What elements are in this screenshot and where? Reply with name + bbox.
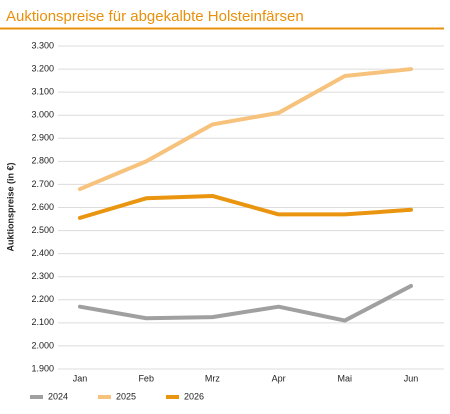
- legend-label: 2024: [48, 391, 68, 401]
- y-tick-label: 2.200: [31, 294, 54, 304]
- y-tick-label: 3.000: [31, 110, 54, 120]
- chart-title: Auktionspreise für abgekalbte Holsteinfä…: [6, 8, 304, 25]
- series-line: [78, 193, 413, 220]
- y-tick-label: 2.900: [31, 133, 54, 143]
- x-tick-label: Feb: [138, 373, 154, 383]
- x-tick-label: Mrz: [205, 373, 220, 383]
- legend-label: 2025: [116, 391, 136, 401]
- y-tick-label: 2.300: [31, 271, 54, 281]
- legend-label: 2026: [184, 391, 204, 401]
- y-tick-label: 3.300: [31, 40, 54, 50]
- series-line: [78, 283, 413, 323]
- y-tick-label: 2.100: [31, 317, 54, 327]
- y-tick-label: 2.600: [31, 202, 54, 212]
- y-tick-label: 2.700: [31, 179, 54, 189]
- x-tick-label: Jun: [404, 373, 419, 383]
- y-tick-label: 2.000: [31, 340, 54, 350]
- y-tick-label: 3.200: [31, 63, 54, 73]
- y-tick-label: 2.800: [31, 156, 54, 166]
- x-tick-label: Apr: [272, 373, 286, 383]
- y-tick-label: 1.900: [31, 363, 54, 373]
- x-tick-label: Mai: [338, 373, 353, 383]
- y-tick-label: 3.100: [31, 87, 54, 97]
- x-tick-label: Jan: [73, 373, 88, 383]
- y-axis-title: Auktionspreise (in €): [5, 162, 15, 251]
- series-line: [78, 67, 413, 192]
- y-tick-label: 2.500: [31, 225, 54, 235]
- y-tick-label: 2.400: [31, 248, 54, 258]
